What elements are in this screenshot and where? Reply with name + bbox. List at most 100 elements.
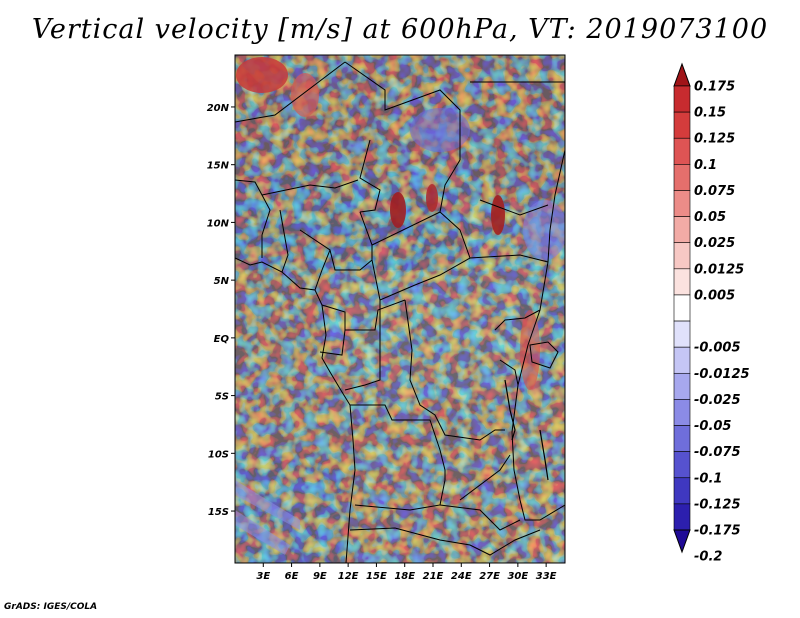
border-line-9 <box>299 229 331 291</box>
latitude-axis: 20N 15N 10N 5N EQ 5S 10S 15S <box>207 103 235 518</box>
lon-tick-label: 33E <box>536 571 557 582</box>
lon-tick-label: 21E <box>423 571 444 582</box>
border-line-23 <box>459 454 511 501</box>
colorbar-label: 0.075 <box>694 184 735 199</box>
colorbar-label: 0.025 <box>694 236 735 251</box>
grads-credit: GrADS: IGES/COLA <box>4 602 98 612</box>
lat-tick-label: 20N <box>207 103 230 114</box>
lat-tick-label: EQ <box>214 334 230 345</box>
colorbar-label: 0.005 <box>694 288 735 303</box>
lat-tick-label: 15S <box>208 507 229 518</box>
colorbar-label: -0.005 <box>694 341 741 356</box>
updraft-core-nw <box>236 57 288 93</box>
border-line-19 <box>354 479 446 511</box>
colorbar-segment <box>673 190 691 217</box>
colorbar-segment <box>673 477 691 505</box>
colorbar-label: -0.0125 <box>694 367 750 382</box>
border-line-15 <box>319 329 346 356</box>
lat-tick-label: 5N <box>214 276 230 287</box>
lat-tick-label: 10N <box>207 218 230 229</box>
lat-tick-label: 15N <box>207 161 230 172</box>
lon-tick-label: 24E <box>451 571 472 582</box>
border-line-4 <box>439 159 461 213</box>
colorbar-segment <box>673 451 691 479</box>
colorbar-segment <box>673 425 691 452</box>
updraft-core-chad-2 <box>426 184 438 212</box>
colorbar-label: -0.075 <box>694 445 741 460</box>
lon-tick-label: 6E <box>285 571 299 582</box>
country-borders <box>235 61 565 563</box>
lake-victoria <box>529 341 559 369</box>
colorbar-segment <box>673 268 691 296</box>
border-line-13 <box>479 199 549 216</box>
lake-malawi <box>539 429 549 481</box>
border-line-18 <box>350 404 446 480</box>
border-line-8 <box>279 209 289 273</box>
colorbar: 0.175 0.15 0.125 0.1 0.075 0.05 0.025 0.0125 0.0… <box>673 62 750 565</box>
updraft-core-sudan <box>491 195 505 235</box>
border-line-16 <box>344 300 381 391</box>
map-frame <box>234 54 566 564</box>
downdraft-core-east <box>523 200 565 260</box>
colorbar-segment <box>673 503 691 531</box>
border-line-10 <box>329 211 373 271</box>
updraft-core-north <box>291 73 319 117</box>
longitude-axis: 3E 6E 9E 12E 15E 18E 21E 24E 27E 30E 33E <box>256 563 557 582</box>
border-line-14 <box>321 299 406 331</box>
colorbar-segment <box>673 399 691 426</box>
updraft-core-east <box>520 310 540 390</box>
border-line-21 <box>494 309 541 331</box>
chart-title: Vertical velocity [m/s] at 600hPa, VT: 2… <box>31 14 769 45</box>
border-line-5 <box>359 139 381 213</box>
colorbar-segment <box>673 320 691 348</box>
colorbar-min-triangle <box>673 529 691 554</box>
lon-tick-label: 12E <box>338 571 359 582</box>
colorbar-max-triangle <box>673 62 691 87</box>
lake-tanganyika <box>504 379 516 441</box>
updraft-core-chad <box>390 192 406 228</box>
colorbar-segment <box>673 346 691 374</box>
border-line-11 <box>371 211 471 301</box>
colorbar-label: -0.2 <box>694 550 722 565</box>
border-line-24 <box>349 527 541 556</box>
colorbar-segment <box>673 242 691 270</box>
border-line-20 <box>439 504 521 531</box>
lon-tick-label: 27E <box>479 571 500 582</box>
colorbar-label: 0.125 <box>694 132 735 147</box>
colorbar-label: -0.05 <box>694 419 731 434</box>
colorbar-label: -0.175 <box>694 524 741 539</box>
border-line-1 <box>235 61 346 123</box>
colorbar-segment <box>673 372 691 400</box>
colorbar-label: 0.1 <box>694 158 717 173</box>
colorbar-label: 0.15 <box>694 106 726 121</box>
colorbar-label: -0.125 <box>694 497 741 512</box>
lon-tick-label: 15E <box>366 571 387 582</box>
colorbar-segment <box>673 137 691 165</box>
border-line-7 <box>261 179 359 196</box>
colorbar-label: 0.0125 <box>694 262 744 277</box>
colorbar-segment <box>673 85 691 113</box>
colorbar-segment <box>673 294 691 322</box>
field-texture <box>235 55 565 563</box>
lon-tick-label: 3E <box>256 571 270 582</box>
colorbar-segment <box>673 111 691 139</box>
colorbar-segment <box>673 216 691 244</box>
border-line-6 <box>235 179 271 258</box>
lat-tick-label: 5S <box>215 392 229 403</box>
downdraft-core-north <box>410 108 470 152</box>
downdraft-streaks-southwest <box>235 480 300 555</box>
coastline-west <box>235 257 356 563</box>
map-panel <box>235 55 565 563</box>
lon-tick-label: 30E <box>507 571 528 582</box>
colorbar-label: 0.05 <box>694 210 726 225</box>
colorbar-label: -0.025 <box>694 393 741 408</box>
border-line-22 <box>499 359 519 386</box>
border-line-2 <box>344 61 461 160</box>
colorbar-label: -0.1 <box>694 471 722 486</box>
colorbar-segment <box>673 164 691 191</box>
colorbar-label: 0.175 <box>694 80 735 95</box>
border-line-12 <box>469 254 549 263</box>
lat-tick-label: 10S <box>208 449 229 460</box>
lon-tick-label: 18E <box>394 571 415 582</box>
